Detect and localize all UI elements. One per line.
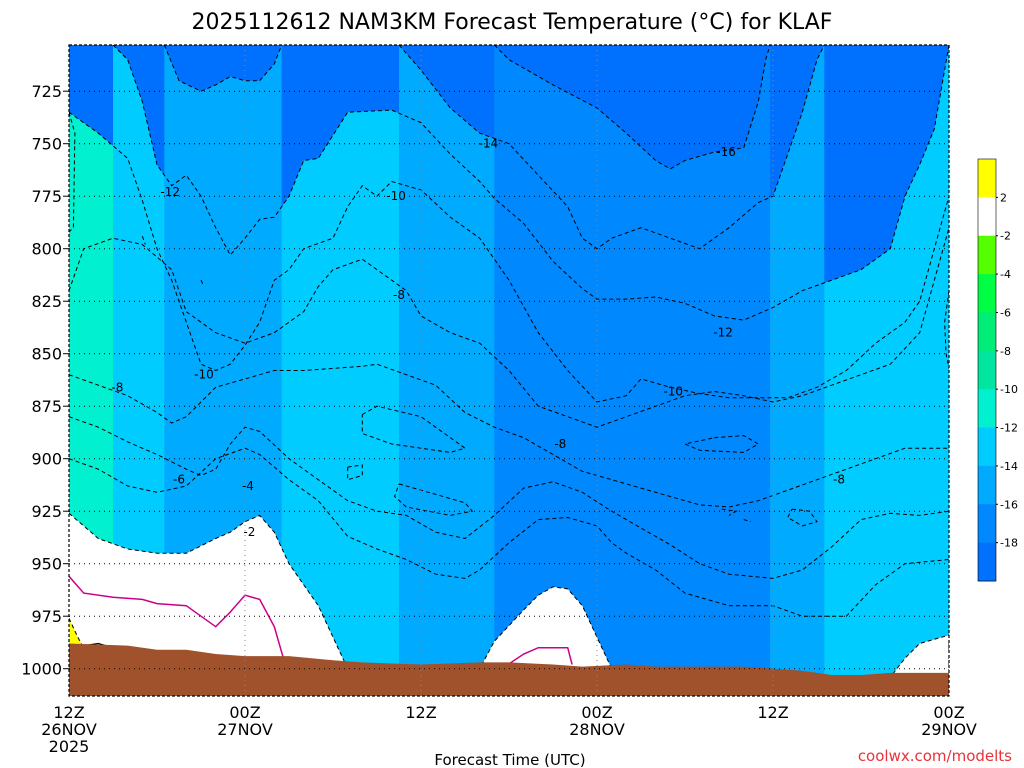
x-tick-label: 27NOV bbox=[217, 720, 273, 739]
y-tick-label: 975 bbox=[31, 607, 62, 626]
y-tick-label: 825 bbox=[31, 292, 62, 311]
y-tick-label: 950 bbox=[31, 555, 62, 574]
contour-label: -8 bbox=[111, 380, 123, 394]
colorbar-frame bbox=[977, 158, 997, 582]
isotherm-line bbox=[69, 512, 363, 696]
colorbar-swatch bbox=[978, 235, 996, 275]
isotherm-line bbox=[398, 45, 825, 250]
colorbar-swatch bbox=[978, 197, 996, 237]
contour-label: -10 bbox=[386, 189, 406, 203]
y-tick-label: 925 bbox=[31, 502, 62, 521]
x-tick-label: 00Z bbox=[581, 703, 612, 722]
contour-label: -8 bbox=[833, 473, 845, 487]
colorbar-swatch bbox=[978, 159, 996, 198]
isotherm-line bbox=[69, 111, 949, 403]
x-tick-label: 2025 bbox=[49, 737, 90, 756]
y-tick-label: 875 bbox=[31, 397, 62, 416]
isotherm-line bbox=[141, 235, 146, 245]
y-tick-label: 850 bbox=[31, 345, 62, 364]
colorbar-label: -12 bbox=[1000, 422, 1018, 435]
x-tick-label: 12Z bbox=[757, 703, 788, 722]
y-tick-label: 725 bbox=[31, 82, 62, 101]
isotherm-line bbox=[721, 508, 738, 516]
y-tick-label: 775 bbox=[31, 187, 62, 206]
isotherm-line bbox=[683, 435, 760, 453]
isotherm-line bbox=[163, 45, 283, 92]
plot-area: -2 -4 -6 -8 -8 -8 -8 -10 -10 -10 -12 -12 -14 -16 bbox=[68, 44, 950, 697]
isotherm-line bbox=[361, 405, 467, 453]
y-tick-label: 900 bbox=[31, 450, 62, 469]
colorbar-label: -4 bbox=[1000, 268, 1011, 281]
contour-label: -4 bbox=[242, 479, 254, 493]
x-tick-label: 00Z bbox=[933, 703, 964, 722]
colorbar-swatch bbox=[978, 350, 996, 390]
contour-label: -10 bbox=[194, 368, 214, 382]
colorbar-label: -18 bbox=[1000, 537, 1018, 550]
credit-text: coolwx.com/modelts bbox=[858, 747, 1012, 765]
y-axis-labels: 725 750 775 800 825 850 875 900 925 950 975 1000 bbox=[21, 82, 69, 679]
isotherm-line bbox=[69, 112, 76, 233]
isotherm-line bbox=[787, 508, 818, 527]
x-axis-title: Forecast Time (UTC) bbox=[434, 751, 585, 768]
y-tick-label: 800 bbox=[31, 240, 62, 259]
zero-isotherm-line bbox=[501, 646, 573, 670]
colorbar-label: -10 bbox=[1000, 383, 1018, 396]
isotherm-line bbox=[69, 363, 949, 508]
temperature-fill-4 bbox=[69, 618, 84, 648]
temperature-fill--16 bbox=[494, 45, 771, 696]
colorbar-swatch bbox=[978, 542, 996, 582]
colorbar-swatch bbox=[978, 274, 996, 313]
ground-surface bbox=[69, 643, 949, 696]
colorbar-legend: 2 -2 -4 -6 -8 -10 -12 -14 -16 -18 bbox=[977, 158, 1018, 582]
isotherm-line bbox=[69, 618, 85, 649]
contour-label: -12 bbox=[160, 185, 180, 199]
isotherm-line bbox=[69, 227, 949, 428]
x-tick-label: 00Z bbox=[229, 703, 260, 722]
colorbar-label: -14 bbox=[1000, 460, 1018, 473]
isotherm-line bbox=[464, 586, 627, 696]
colorbar-swatch bbox=[978, 465, 996, 505]
contour-label: -6 bbox=[173, 473, 185, 487]
contour-label: -2 bbox=[243, 525, 255, 539]
contour-label: -8 bbox=[554, 437, 566, 451]
y-tick-label: 750 bbox=[31, 135, 62, 154]
x-tick-label: 12Z bbox=[53, 703, 84, 722]
colorbar-swatch bbox=[978, 427, 996, 467]
colorbar-label: -16 bbox=[1000, 498, 1018, 511]
x-tick-label: 28NOV bbox=[569, 720, 625, 739]
isotherm-line bbox=[347, 464, 363, 481]
isotherm-line bbox=[875, 634, 949, 696]
chart-title: 2025112612 NAM3KM Forecast Temperature (… bbox=[192, 10, 833, 35]
x-tick-label: 29NOV bbox=[921, 720, 977, 739]
isotherm-line bbox=[493, 45, 771, 170]
contour-label: -8 bbox=[393, 288, 405, 302]
colorbar-label: -6 bbox=[1000, 306, 1011, 319]
colorbar-swatch bbox=[978, 389, 996, 429]
isotherm-line bbox=[944, 290, 949, 369]
plot-frame bbox=[68, 44, 950, 697]
isotherm-line bbox=[743, 519, 752, 523]
isotherm-line bbox=[69, 416, 949, 579]
isotherm-line bbox=[200, 279, 205, 287]
colorbar-label: -2 bbox=[1000, 230, 1011, 243]
contour-label: -10 bbox=[663, 385, 683, 399]
contour-label: -16 bbox=[716, 145, 736, 159]
colorbar-label: 2 bbox=[1000, 191, 1007, 204]
x-tick-label: 26NOV bbox=[41, 720, 97, 739]
colorbar-swatch bbox=[978, 504, 996, 544]
x-tick-label: 12Z bbox=[405, 703, 436, 722]
contour-label: -14 bbox=[479, 137, 499, 151]
colorbar-swatch bbox=[978, 312, 996, 352]
y-tick-label: 1000 bbox=[21, 660, 62, 679]
colorbar-label: -8 bbox=[1000, 345, 1011, 358]
isotherm-line bbox=[394, 483, 474, 516]
contour-label: -12 bbox=[713, 326, 733, 340]
zero-isotherm-line bbox=[69, 575, 286, 663]
isotherm-line bbox=[112, 45, 949, 321]
